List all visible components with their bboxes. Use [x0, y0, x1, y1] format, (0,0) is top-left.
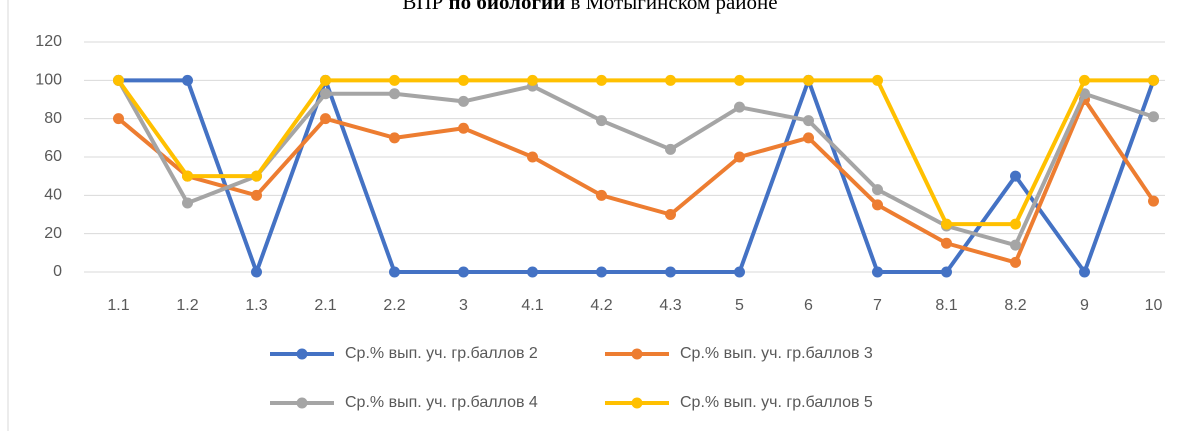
point	[734, 74, 745, 86]
point	[596, 115, 607, 127]
point	[1010, 218, 1021, 230]
point	[458, 74, 469, 86]
point	[803, 132, 814, 144]
legend-marker	[296, 397, 308, 409]
point	[458, 122, 469, 134]
point	[941, 218, 952, 230]
point	[1148, 74, 1159, 86]
point	[665, 74, 676, 86]
chart-title: ВПР по биологии в Мотыгинском районе	[402, 0, 777, 14]
point	[458, 266, 469, 278]
point	[872, 266, 883, 278]
point	[527, 266, 538, 278]
series-line	[117, 97, 1156, 265]
legend-marker	[631, 397, 643, 409]
title-part: по биологии	[449, 0, 566, 14]
point	[941, 237, 952, 249]
x-tick-label: 7	[873, 297, 882, 314]
point	[1079, 88, 1090, 100]
x-tick-label: 3	[459, 297, 468, 314]
y-tick-label: 20	[44, 225, 62, 242]
point	[872, 74, 883, 86]
legend-label: Ср.% вып. уч. гр.баллов 3	[680, 345, 873, 362]
series-line	[116, 79, 1155, 248]
point	[527, 151, 538, 163]
point	[251, 170, 262, 182]
legend-marker	[296, 348, 308, 360]
x-tick-label: 6	[804, 297, 813, 314]
point	[182, 197, 193, 209]
point	[872, 184, 883, 196]
point	[389, 88, 400, 100]
point	[734, 266, 745, 278]
x-tick-label: 8.1	[935, 297, 957, 314]
title-part: ВПР	[402, 0, 448, 14]
point	[1010, 256, 1021, 268]
x-tick-label: 10	[1145, 297, 1163, 314]
point	[527, 74, 538, 86]
point	[665, 209, 676, 220]
x-tick-label: 1.2	[176, 297, 198, 314]
x-tick-label: 4.3	[659, 297, 681, 314]
point	[1148, 195, 1159, 207]
point	[320, 74, 331, 86]
point	[596, 74, 607, 86]
point	[182, 74, 193, 86]
legend-marker	[631, 348, 643, 360]
y-tick-label: 100	[35, 72, 62, 89]
legend-label: Ср.% вып. уч. гр.баллов 2	[345, 345, 538, 362]
x-tick-label: 2.1	[314, 297, 336, 314]
x-tick-label: 4.1	[521, 297, 543, 314]
y-tick-label: 80	[44, 110, 62, 127]
point	[1079, 74, 1090, 86]
point	[1010, 170, 1021, 182]
legend-label: Ср.% вып. уч. гр.баллов 4	[345, 394, 538, 411]
point	[596, 266, 607, 278]
point	[803, 74, 814, 86]
point	[182, 170, 193, 182]
x-tick-label: 8.2	[1004, 297, 1026, 314]
point	[665, 143, 676, 155]
title-part: в Мотыгинском районе	[565, 0, 777, 14]
point	[1010, 239, 1021, 251]
point	[596, 189, 607, 201]
point	[458, 95, 469, 107]
point	[320, 88, 331, 100]
point	[734, 151, 745, 163]
legend-label: Ср.% вып. уч. гр.баллов 5	[680, 394, 873, 411]
point	[389, 266, 400, 278]
y-tick-label: 120	[35, 33, 62, 50]
point	[113, 74, 124, 86]
point	[734, 101, 745, 113]
y-tick-label: 40	[44, 187, 62, 204]
point	[665, 266, 676, 278]
x-tick-label: 4.2	[590, 297, 612, 314]
point	[389, 132, 400, 144]
y-tick-label: 60	[44, 148, 62, 165]
point	[320, 113, 331, 125]
point	[1148, 111, 1159, 123]
x-tick-label: 5	[735, 297, 744, 314]
point	[1079, 266, 1090, 278]
point	[251, 189, 262, 201]
x-tick-label: 9	[1080, 297, 1089, 314]
point	[113, 113, 124, 125]
series-line	[116, 78, 1154, 227]
x-tick-label: 1.3	[245, 297, 267, 314]
point	[389, 74, 400, 86]
y-tick-label: 0	[53, 263, 62, 280]
x-tick-label: 2.2	[383, 297, 405, 314]
point	[872, 199, 883, 211]
point	[251, 266, 262, 278]
point	[941, 266, 952, 278]
x-tick-label: 1.1	[107, 297, 129, 314]
point	[803, 115, 814, 127]
